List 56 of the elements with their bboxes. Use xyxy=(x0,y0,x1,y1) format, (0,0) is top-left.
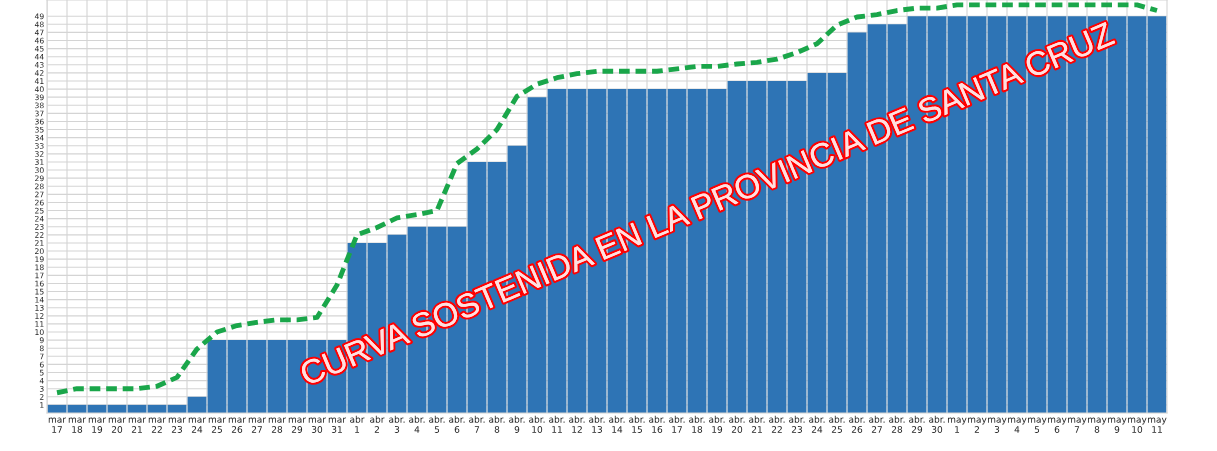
x-tick-label: abr. 23 xyxy=(789,415,805,433)
x-tick-label: mar 25 xyxy=(208,417,227,433)
x-tick-label: mar 22 xyxy=(148,417,167,433)
x-tick-label: abr. 5 xyxy=(429,415,445,433)
x-tick-label: abr. 25 xyxy=(829,415,845,433)
x-tick-label: abr. 19 xyxy=(709,415,725,433)
x-tick-label: mar 21 xyxy=(128,417,147,433)
x-tick-label: abr. 20 xyxy=(729,415,745,433)
x-tick-label: mar 20 xyxy=(108,417,127,433)
x-tick-label: may 5 xyxy=(1027,417,1047,433)
x-tick-label: may 8 xyxy=(1087,417,1107,433)
x-tick-label: abr 2 xyxy=(370,415,385,433)
x-tick-label: abr. 3 xyxy=(389,415,405,433)
x-tick-label: mar 24 xyxy=(188,417,207,433)
x-tick-label: may 9 xyxy=(1107,417,1127,433)
x-tick-label: abr. 7 xyxy=(469,415,485,433)
x-tick-label: abr. 21 xyxy=(749,415,765,433)
x-tick-label: abr. 30 xyxy=(929,415,945,433)
x-tick-label: may 7 xyxy=(1067,417,1087,433)
x-tick-label: may 11 xyxy=(1147,417,1167,433)
x-tick-label: mar 26 xyxy=(228,417,247,433)
x-tick-label: abr. 18 xyxy=(689,415,705,433)
x-tick-label: may 1 xyxy=(947,417,967,433)
x-tick-label: abr. 16 xyxy=(649,415,665,433)
x-tick-label: mar 18 xyxy=(68,417,87,433)
x-tick-label: abr. 28 xyxy=(889,415,905,433)
x-tick-label: abr. 4 xyxy=(409,415,425,433)
x-tick-label: may 10 xyxy=(1127,417,1147,433)
x-tick-label: abr. 27 xyxy=(869,415,885,433)
x-tick-label: abr. 11 xyxy=(549,415,565,433)
x-tick-label: mar 28 xyxy=(268,417,287,433)
x-tick-label: abr. 24 xyxy=(809,415,825,433)
x-tick-label: mar 30 xyxy=(308,417,327,433)
x-tick-label: mar 19 xyxy=(88,417,107,433)
x-tick-label: abr. 29 xyxy=(909,415,925,433)
x-tick-label: abr. 14 xyxy=(609,415,625,433)
x-tick-label: mar 29 xyxy=(288,417,307,433)
x-tick-label: may 2 xyxy=(967,417,987,433)
x-tick-label: may 3 xyxy=(987,417,1007,433)
x-tick-label: abr. 12 xyxy=(569,415,585,433)
x-tick-label: mar 31 xyxy=(328,417,347,433)
x-tick-label: mar 17 xyxy=(48,417,67,433)
x-tick-label: abr. 10 xyxy=(529,415,545,433)
x-tick-label: abr. 17 xyxy=(669,415,685,433)
x-tick-label: abr. 8 xyxy=(489,415,505,433)
x-tick-label: abr. 13 xyxy=(589,415,605,433)
x-tick-label: abr. 15 xyxy=(629,415,645,433)
x-tick-label: abr. 9 xyxy=(509,415,525,433)
x-tick-label: abr. 26 xyxy=(849,415,865,433)
x-tick-label: mar 27 xyxy=(248,417,267,433)
x-tick-label: may 6 xyxy=(1047,417,1067,433)
x-tick-label: mar 23 xyxy=(168,417,187,433)
x-tick-label: abr. 6 xyxy=(449,415,465,433)
x-tick-label: may 4 xyxy=(1007,417,1027,433)
x-tick-label: abr. 22 xyxy=(769,415,785,433)
x-tick-label: abr 1 xyxy=(350,415,365,433)
